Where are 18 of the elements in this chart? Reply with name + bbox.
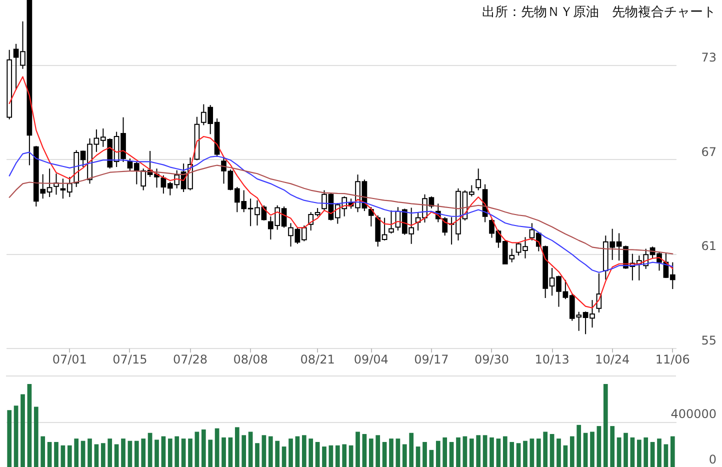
- x-tick-label: 07/28: [172, 352, 208, 366]
- y-tick-label: 73: [701, 50, 716, 64]
- x-tick-label: 09/30: [474, 352, 510, 366]
- y-tick-label: 400000: [670, 407, 716, 421]
- x-tick-label: 09/17: [414, 352, 449, 366]
- y-tick-label: 0: [708, 452, 716, 466]
- x-tick-label: 10/24: [595, 352, 630, 366]
- x-tick-label: 09/04: [354, 352, 388, 366]
- annotation: 出所：先物ＮＹ原油 先物複合チャート: [482, 5, 716, 20]
- x-tick-label: 11/06: [655, 352, 690, 366]
- x-tick-label: 10/13: [534, 352, 570, 366]
- y-tick-label: 55: [701, 334, 716, 348]
- x-tick-label: 08/08: [233, 352, 268, 366]
- x-tick-label: 07/01: [52, 352, 87, 366]
- y-tick-label: 61: [701, 239, 716, 254]
- y-tick-label: 67: [701, 144, 716, 159]
- x-tick-label: 07/15: [112, 352, 148, 366]
- x-tick-label: 08/21: [300, 352, 335, 366]
